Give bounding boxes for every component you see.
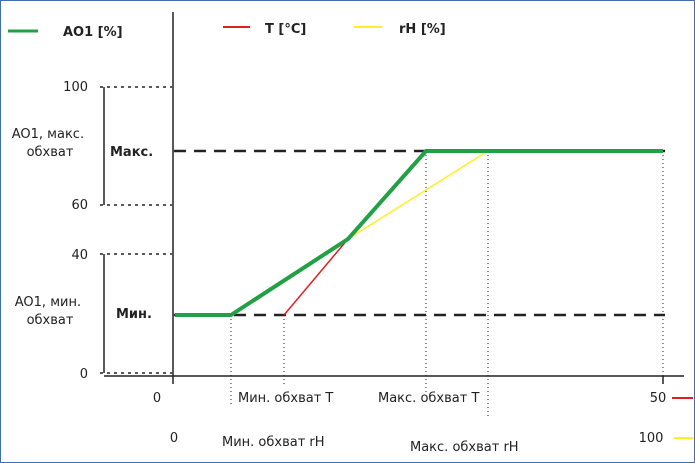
x-t-min-label: Мин. обхват T [238,391,333,406]
x-t-end: 50 [650,391,667,406]
t-curve [283,150,663,316]
y-tick-100: 100 [63,80,88,95]
max-label: Макс. [110,145,153,160]
legend-t-label: T [°C] [265,22,306,37]
min-range-label: AO1, мин. обхват [15,295,85,328]
min-range-line-2: обхват [27,313,74,328]
y-tick-60: 60 [71,198,88,213]
x-rh-end: 100 [639,431,664,446]
max-range-line-2: обхват [27,145,74,160]
ao1-curve [175,149,663,317]
min-label: Мин. [116,307,152,322]
legend-rh-label: rH [%] [399,22,446,37]
x-rh-min-label: Мин. обхват rH [222,435,325,450]
max-range-label: AO1, макс. обхват [12,127,88,160]
y-tick-40: 40 [71,248,88,263]
legend: AO1 [%] T [°C] rH [%] [8,22,446,40]
y-guides [100,86,172,374]
x-rh-max-label: Макс. обхват rH [410,440,519,455]
min-range-line-1: AO1, мин. [15,295,81,310]
x-t-max-label: Макс. обхват T [378,391,479,406]
x-t-start: 0 [153,391,161,406]
legend-ao1-label: AO1 [%] [63,25,123,40]
x-rh-start: 0 [170,431,178,446]
y-tick-0: 0 [80,367,88,382]
x-guides [230,151,664,418]
max-range-line-1: AO1, макс. [12,127,84,142]
rh-curve [230,150,663,316]
